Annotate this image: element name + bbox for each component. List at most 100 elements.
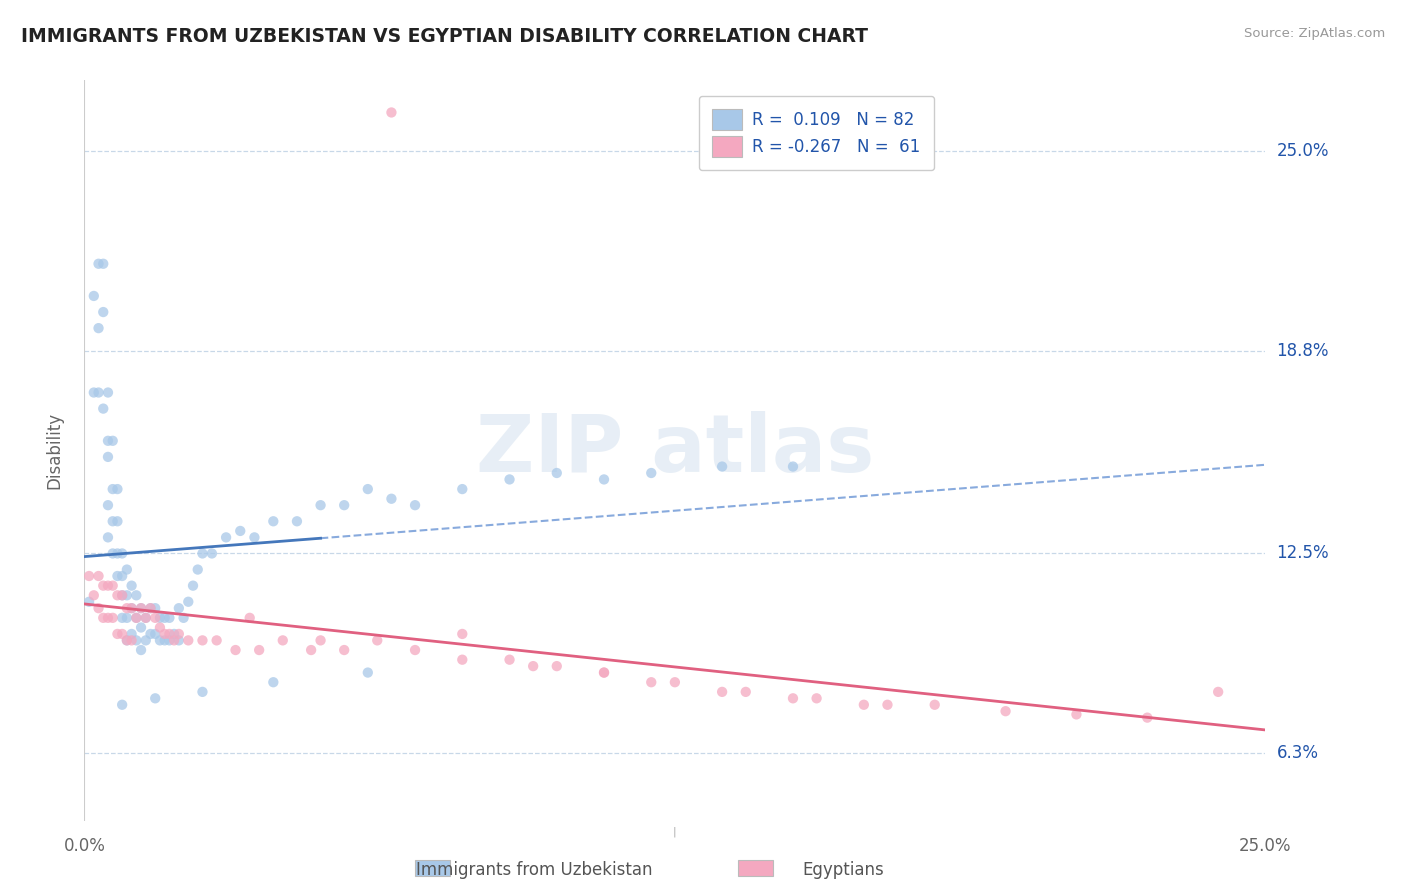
Text: |: | bbox=[673, 827, 676, 837]
Point bbox=[546, 466, 568, 480]
Point bbox=[299, 643, 322, 657]
Point bbox=[111, 569, 134, 583]
Point bbox=[852, 698, 875, 712]
Point bbox=[191, 546, 214, 560]
Point bbox=[593, 472, 616, 486]
Point bbox=[271, 633, 294, 648]
Point bbox=[205, 633, 228, 648]
Point bbox=[115, 601, 138, 615]
Point bbox=[173, 611, 195, 625]
Point bbox=[1206, 685, 1229, 699]
Point bbox=[125, 633, 148, 648]
Point bbox=[101, 546, 124, 560]
Point bbox=[247, 643, 270, 657]
Point bbox=[143, 611, 166, 625]
Point bbox=[664, 675, 686, 690]
Point bbox=[157, 633, 180, 648]
Point bbox=[262, 514, 284, 528]
Point bbox=[107, 546, 129, 560]
Point bbox=[229, 524, 252, 538]
Point bbox=[640, 675, 662, 690]
Point bbox=[187, 563, 209, 577]
Point bbox=[91, 401, 114, 416]
Point bbox=[97, 530, 120, 544]
Point bbox=[107, 482, 129, 496]
Point bbox=[87, 601, 110, 615]
Point bbox=[380, 105, 402, 120]
Point bbox=[135, 611, 157, 625]
Point bbox=[115, 633, 138, 648]
Point bbox=[115, 633, 138, 648]
Point bbox=[91, 257, 114, 271]
Point bbox=[143, 627, 166, 641]
Point bbox=[107, 514, 129, 528]
Point bbox=[143, 601, 166, 615]
Text: Immigrants from Uzbekistan: Immigrants from Uzbekistan bbox=[416, 861, 652, 879]
Point bbox=[97, 450, 120, 464]
Point bbox=[111, 627, 134, 641]
Point bbox=[107, 627, 129, 641]
Point bbox=[91, 305, 114, 319]
Text: Egyptians: Egyptians bbox=[803, 861, 884, 879]
Point bbox=[83, 385, 105, 400]
Point bbox=[181, 579, 204, 593]
Point bbox=[125, 611, 148, 625]
Point bbox=[782, 691, 804, 706]
Point bbox=[711, 685, 734, 699]
Point bbox=[139, 627, 162, 641]
Point bbox=[593, 665, 616, 680]
Point bbox=[101, 482, 124, 496]
Text: 12.5%: 12.5% bbox=[1277, 544, 1329, 563]
Point bbox=[135, 633, 157, 648]
Point bbox=[711, 459, 734, 474]
Point bbox=[97, 385, 120, 400]
Point bbox=[87, 257, 110, 271]
Point bbox=[121, 627, 143, 641]
Text: 18.8%: 18.8% bbox=[1277, 342, 1329, 359]
Text: 25.0%: 25.0% bbox=[1239, 838, 1292, 855]
Point bbox=[215, 530, 238, 544]
Point bbox=[139, 601, 162, 615]
Point bbox=[121, 601, 143, 615]
Point bbox=[97, 498, 120, 512]
Point bbox=[177, 633, 200, 648]
Point bbox=[163, 633, 186, 648]
Point bbox=[115, 611, 138, 625]
Point bbox=[83, 588, 105, 602]
Point bbox=[87, 569, 110, 583]
Point bbox=[782, 459, 804, 474]
Point bbox=[163, 627, 186, 641]
Point bbox=[139, 601, 162, 615]
Y-axis label: Disability: Disability bbox=[45, 412, 63, 489]
Point bbox=[87, 385, 110, 400]
Point bbox=[91, 579, 114, 593]
Point bbox=[115, 588, 138, 602]
Point bbox=[87, 321, 110, 335]
Point bbox=[125, 588, 148, 602]
Point bbox=[121, 579, 143, 593]
Point bbox=[593, 665, 616, 680]
Point bbox=[243, 530, 266, 544]
Point bbox=[167, 633, 190, 648]
Point bbox=[1136, 711, 1159, 725]
Point bbox=[153, 633, 176, 648]
Point bbox=[357, 482, 380, 496]
Point bbox=[451, 482, 474, 496]
Point bbox=[366, 633, 388, 648]
Point bbox=[101, 579, 124, 593]
Point bbox=[83, 289, 105, 303]
Point bbox=[546, 659, 568, 673]
Point bbox=[309, 498, 332, 512]
Point bbox=[177, 595, 200, 609]
Text: 25.0%: 25.0% bbox=[1277, 142, 1329, 160]
Point bbox=[129, 601, 152, 615]
Point bbox=[115, 563, 138, 577]
Point bbox=[239, 611, 262, 625]
Point bbox=[262, 675, 284, 690]
Point bbox=[157, 627, 180, 641]
Text: IMMIGRANTS FROM UZBEKISTAN VS EGYPTIAN DISABILITY CORRELATION CHART: IMMIGRANTS FROM UZBEKISTAN VS EGYPTIAN D… bbox=[21, 27, 868, 45]
Point bbox=[149, 633, 172, 648]
Point bbox=[380, 491, 402, 506]
Point bbox=[167, 601, 190, 615]
Point bbox=[129, 620, 152, 634]
